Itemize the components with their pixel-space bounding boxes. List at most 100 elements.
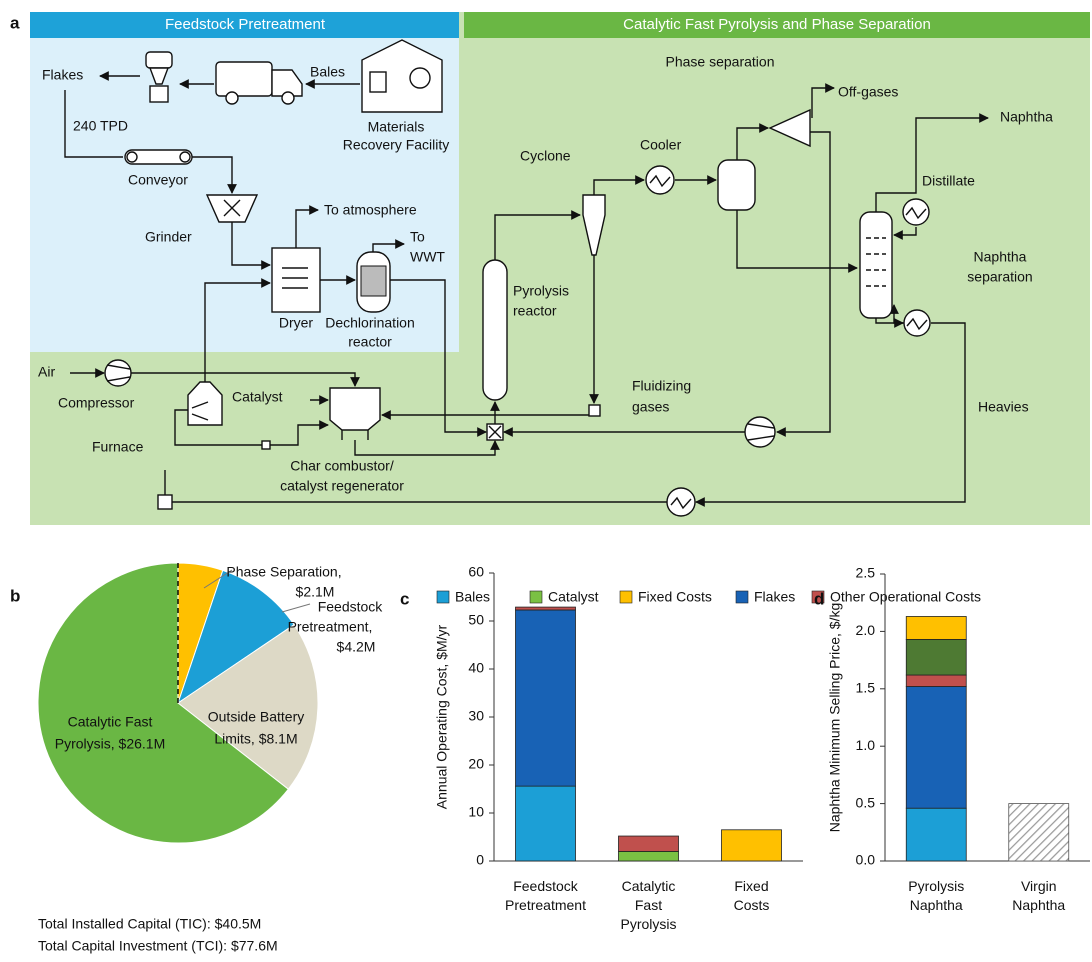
legend-swatch	[735, 590, 749, 604]
legend-label: Bales	[455, 589, 490, 605]
x-tick-label: Fixed Costs	[734, 878, 770, 913]
slice-label: Pyrolysis, $26.1M	[55, 736, 165, 752]
y-axis-title: Naphtha Minimum Selling Price, $/kg	[827, 603, 843, 833]
slice-label: Pretreatment,	[288, 619, 373, 635]
slice-label: $2.1M	[296, 584, 335, 600]
y-tick-label: 1.0	[856, 737, 876, 753]
y-tick-label: 60	[468, 564, 484, 580]
y-tick-label: 0.5	[856, 794, 876, 810]
label: Phase separation	[666, 54, 775, 70]
note: Total Installed Capital (TIC): $40.5M	[38, 916, 261, 932]
equipment	[104, 39, 931, 517]
label: gases	[632, 399, 669, 415]
y-tick-label: 10	[468, 804, 484, 820]
y-tick-label: 0	[476, 852, 484, 868]
y-tick-label: 40	[468, 660, 484, 676]
bar-segment	[515, 606, 576, 611]
slice-label: Feedstock	[318, 599, 384, 615]
label: Distillate	[922, 173, 975, 189]
legend-label: Other Operational Costs	[830, 589, 981, 605]
label: Off-gases	[838, 84, 898, 100]
panel-label: c	[400, 589, 409, 608]
panel-label: d	[814, 589, 824, 608]
bar-segment	[905, 674, 967, 687]
label: reactor	[348, 334, 392, 350]
section-title: Feedstock Pretreatment	[165, 16, 326, 33]
slice-label: Limits, $8.1M	[214, 731, 297, 747]
slice-label: Catalytic Fast	[68, 714, 153, 730]
y-tick-label: 30	[468, 708, 484, 724]
pie-slice	[177, 624, 319, 790]
x-tick-label: Feedstock Pretreatment	[505, 878, 586, 913]
bar-segment	[905, 639, 967, 676]
label: Furnace	[92, 439, 144, 455]
bar-segment	[905, 807, 967, 862]
panel-label: a	[10, 13, 20, 32]
label: Naphtha	[974, 249, 1027, 265]
legend-label: Fixed Costs	[638, 589, 712, 605]
note: Total Capital Investment (TCI): $77.6M	[38, 938, 278, 954]
label: catalyst regenerator	[280, 478, 404, 494]
legend-label: Flakes	[754, 589, 795, 605]
x-tick-label: Pyrolysis Naphtha	[908, 878, 964, 913]
panel-label: b	[10, 586, 20, 605]
legend-swatch	[529, 590, 543, 604]
label: Cooler	[640, 137, 682, 153]
streams	[64, 71, 989, 507]
label: 240 TPD	[73, 118, 128, 134]
y-tick-label: 2.0	[856, 622, 876, 638]
y-tick-label: 0.0	[856, 852, 876, 868]
label: Pyrolysis	[513, 283, 569, 299]
label: Air	[38, 364, 55, 380]
bar-segment	[515, 785, 576, 862]
section-header	[30, 12, 459, 38]
label: To	[410, 229, 425, 245]
label: Char combustor/	[290, 458, 394, 474]
section-header	[464, 12, 1090, 38]
leader-line	[281, 603, 311, 613]
slice-label: Phase Separation,	[226, 564, 341, 580]
label: Conveyor	[128, 172, 188, 188]
label: Materials	[368, 119, 425, 135]
bar-segment	[721, 829, 782, 862]
label: separation	[967, 269, 1032, 285]
slice-label: $4.2M	[337, 639, 376, 655]
section-title: Catalytic Fast Pyrolysis and Phase Separ…	[623, 16, 931, 33]
legend-swatch	[619, 590, 633, 604]
process-diagram: a Feedstock Pretreatment Catalytic Fast …	[10, 12, 1090, 525]
y-tick-label: 20	[468, 756, 484, 772]
leader-line	[203, 569, 233, 589]
x-tick-label: Catalytic Fast Pyrolysis	[620, 878, 676, 932]
label: WWT	[410, 249, 445, 265]
label: Grinder	[145, 229, 192, 245]
label: Dryer	[279, 315, 314, 331]
pie-slice	[177, 569, 295, 705]
label: Flakes	[42, 67, 83, 83]
y-tick-label: 1.5	[856, 680, 876, 696]
x-tick-label: Virgin Naphtha	[1012, 878, 1065, 913]
label: Compressor	[58, 395, 135, 411]
label: Fluidizing	[632, 378, 691, 394]
label: Bales	[310, 64, 345, 80]
labels: Flakes Bales Materials Recovery Facility…	[38, 54, 1053, 494]
label: To atmosphere	[324, 202, 417, 218]
label: Heavies	[978, 399, 1029, 415]
legend-swatch	[436, 590, 450, 604]
legend-swatch	[811, 590, 825, 604]
bar-segment	[905, 616, 967, 640]
slice-label: Outside Battery	[208, 709, 305, 725]
bar-segment	[618, 851, 679, 862]
label: Recovery Facility	[343, 137, 450, 153]
label: Dechlorination	[325, 315, 415, 331]
bar-segment	[618, 835, 679, 852]
bar-segment	[1008, 803, 1070, 862]
label: Naphtha	[1000, 109, 1053, 125]
y-tick-label: 2.5	[856, 565, 876, 581]
y-tick-label: 50	[468, 612, 484, 628]
pie-slice	[37, 562, 290, 844]
y-axis-title: Annual Operating Cost, $M/yr	[434, 624, 450, 809]
bar-segment	[515, 609, 576, 787]
legend-label: Catalyst	[548, 589, 599, 605]
bar-segment	[905, 686, 967, 809]
